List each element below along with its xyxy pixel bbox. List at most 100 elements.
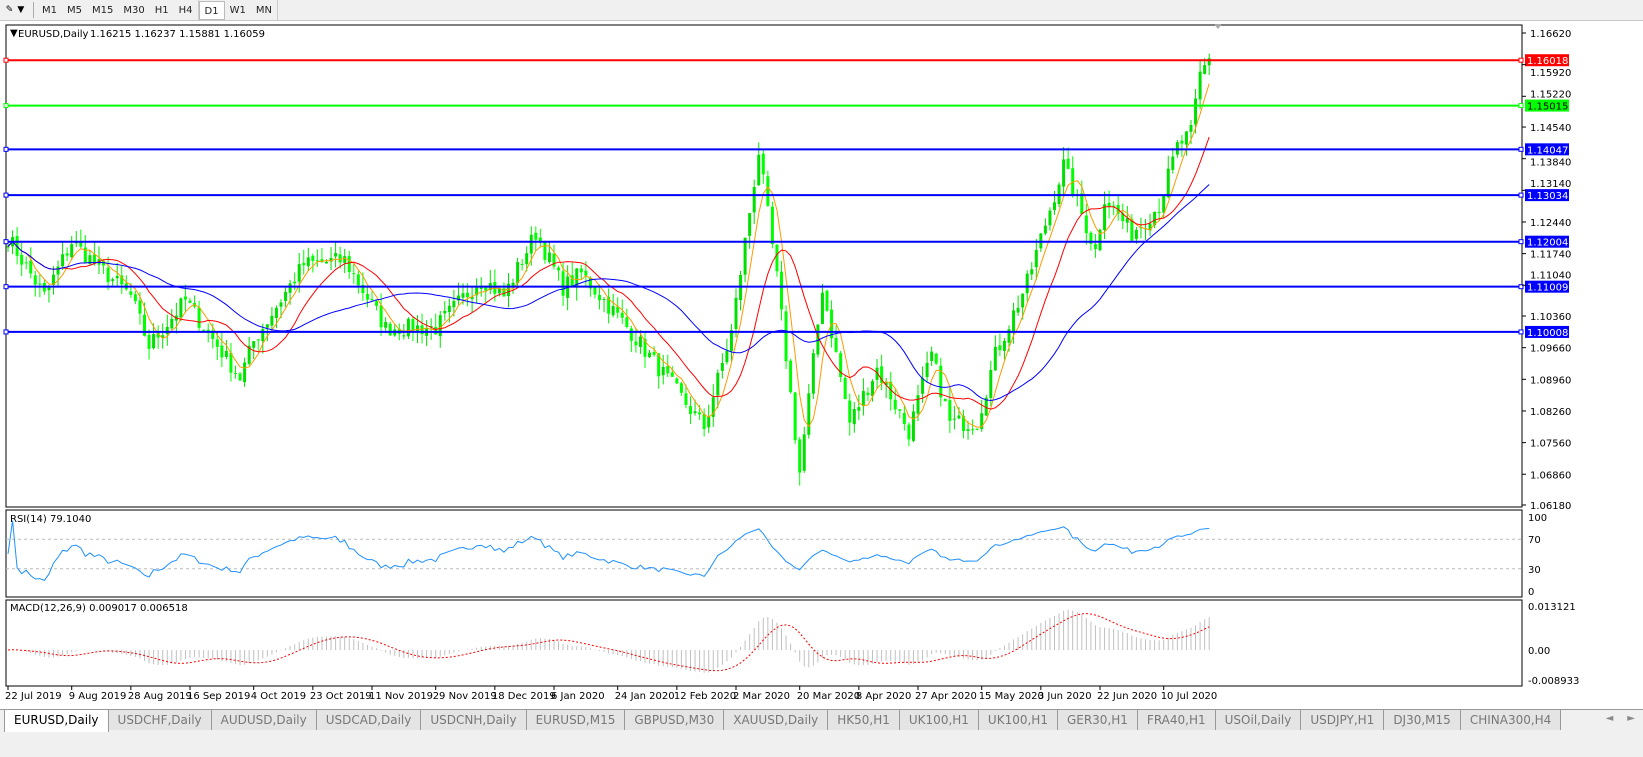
candle-body <box>684 393 688 405</box>
candle-body <box>206 329 210 332</box>
timeframe-m30[interactable]: M30 <box>123 4 145 16</box>
candle-body <box>379 305 383 328</box>
candle-body <box>438 315 442 337</box>
level-price-text: 1.15015 <box>1527 102 1568 113</box>
rsi-pane <box>5 509 1523 598</box>
level-price-label <box>1525 189 1569 202</box>
chart-tab[interactable]: DJ30,M15 <box>1384 710 1461 730</box>
chart-tabs: EURUSD,Daily USDCHF,Daily AUDUSD,Daily USDC… <box>0 709 1643 757</box>
price-tick-label: 1.11740 <box>1530 250 1571 261</box>
candle-body <box>511 282 515 286</box>
candle-body <box>133 294 137 302</box>
timeframe-group-intraday: M1 M5 M15 M30 H1 H4 <box>37 0 199 21</box>
chart-tab[interactable]: USDCAD,Daily <box>316 710 422 730</box>
level-price-label <box>1525 143 1569 156</box>
candle-body <box>1194 98 1198 125</box>
chart-area[interactable]: 1.16018 1.15015 1.14047 1.13034 1.12004 1.110… <box>0 21 1643 707</box>
timeframe-m1[interactable]: M1 <box>42 4 57 16</box>
chart-tab[interactable]: UK100,H1 <box>978 710 1058 730</box>
candle-body <box>789 360 793 393</box>
candle-body <box>866 392 870 396</box>
level-price-label <box>1525 280 1569 293</box>
chart-tab[interactable]: USDCHF,Daily <box>108 710 212 730</box>
candle-body <box>962 416 965 432</box>
candle-body <box>634 341 638 346</box>
chart-tab[interactable]: UK100,H1 <box>899 710 979 730</box>
candle-body <box>793 392 797 441</box>
candle-body <box>702 413 706 430</box>
chart-tab[interactable]: USOil,Daily <box>1215 710 1302 730</box>
candle-body <box>325 261 328 264</box>
date-label: 15 May 2020 <box>979 691 1044 702</box>
tab-scroll-right-icon[interactable]: ► <box>1627 713 1635 724</box>
tab-scroll-left-icon[interactable]: ◄ <box>1605 713 1614 724</box>
timeframe-m15[interactable]: M15 <box>92 4 114 16</box>
candle-body <box>761 153 765 175</box>
candle-body <box>1148 223 1152 231</box>
timeframe-d1[interactable]: D1 <box>198 0 225 20</box>
candle-body <box>848 400 852 423</box>
candle-body <box>1112 205 1116 207</box>
price-tick-label: 1.14540 <box>1530 123 1571 134</box>
candle-body <box>907 424 911 440</box>
timeframe-h4[interactable]: H4 <box>178 4 193 16</box>
candle-body <box>507 283 510 297</box>
candle-body <box>293 281 297 284</box>
candle-body <box>693 411 697 414</box>
candle-body <box>115 275 119 279</box>
chart-ohlc: 1.16215 1.16237 1.15881 1.16059 <box>90 29 265 40</box>
timeframe-toolbar: ✎ ▼ M1 M5 M15 M30 H1 H4 D1 W1 MN <box>0 0 1643 21</box>
chart-tab[interactable]: GER30,H1 <box>1057 710 1138 730</box>
level-handle <box>1518 329 1524 335</box>
price-tick-label: 1.12440 <box>1530 218 1571 229</box>
price-pane <box>5 24 1523 508</box>
candle-body <box>816 324 820 355</box>
chart-tab[interactable]: XAUUSD,Daily <box>724 710 829 730</box>
candle-body <box>857 407 861 411</box>
level-price-label <box>1525 99 1569 112</box>
timeframe-mn[interactable]: MN <box>255 4 272 16</box>
candle-body <box>1048 210 1052 226</box>
candle-body <box>552 253 556 267</box>
timeframe-h1[interactable]: H1 <box>154 4 169 16</box>
candle-body <box>1162 195 1166 213</box>
candle-body <box>497 288 501 294</box>
chart-tab[interactable]: FRA40,H1 <box>1137 710 1216 730</box>
chart-tools-dropdown[interactable]: ✎ ▼ <box>0 0 30 21</box>
candle-body <box>607 296 611 314</box>
candle-body <box>197 307 201 328</box>
candle-body <box>461 293 465 298</box>
date-label: 10 Jul 2020 <box>1161 691 1218 702</box>
chart-tab[interactable]: EURUSD,Daily <box>4 710 109 732</box>
chart-tab[interactable]: AUDUSD,Daily <box>211 710 317 730</box>
candle-body <box>811 353 815 394</box>
shift-marker-icon <box>1214 24 1222 29</box>
candle-body <box>211 330 215 339</box>
timeframe-w1[interactable]: W1 <box>229 4 246 16</box>
candle-body <box>447 305 451 313</box>
macd-label: MACD(12,26,9) 0.009017 0.006518 <box>10 603 188 614</box>
rsi-label: RSI(14) 79.1040 <box>10 514 91 525</box>
macd-tick-label: -0.008933 <box>1528 676 1579 687</box>
candle-body <box>807 393 811 435</box>
chart-tab[interactable]: GBPUSD,M30 <box>625 710 725 730</box>
candle-body <box>247 345 251 364</box>
candle-body <box>384 322 388 328</box>
candle-body <box>516 262 520 284</box>
candle-body <box>429 326 433 328</box>
candle-body <box>934 353 938 364</box>
candle-body <box>297 264 301 282</box>
price-tick-label: 1.06860 <box>1530 470 1571 481</box>
chart-tab[interactable]: HK50,H1 <box>828 710 900 730</box>
date-label: 18 Dec 2019 <box>492 691 556 702</box>
candle-body <box>443 310 447 314</box>
chart-tab[interactable]: USDJPY,H1 <box>1301 710 1385 730</box>
candle-body <box>1021 293 1025 308</box>
chart-tab[interactable]: EURUSD,M15 <box>526 710 626 730</box>
chart-tab[interactable]: USDCNH,Daily <box>421 710 527 730</box>
candle-body <box>925 362 929 378</box>
candles <box>6 53 1211 486</box>
level-handle <box>1518 146 1524 152</box>
chart-tab[interactable]: CHINA300,H4 <box>1460 710 1562 730</box>
timeframe-m5[interactable]: M5 <box>67 4 82 16</box>
